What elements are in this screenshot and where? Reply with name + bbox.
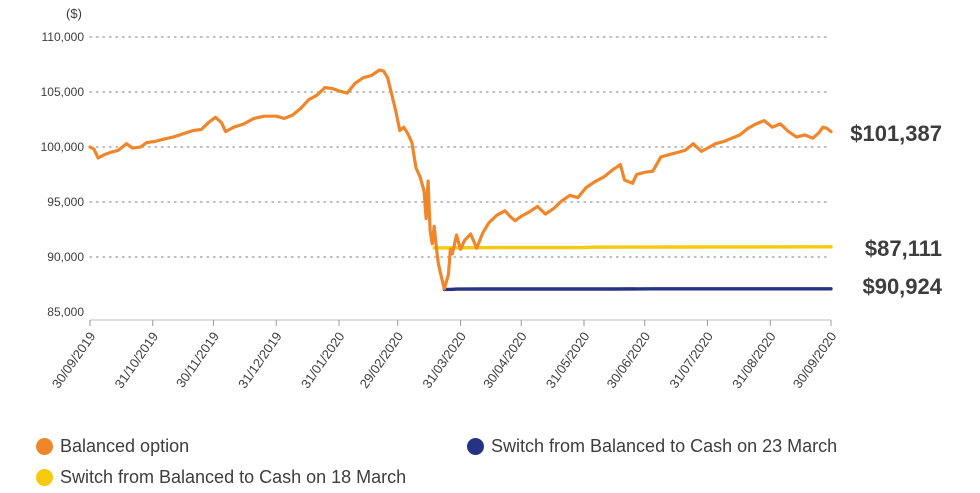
x-tick-label: 31/03/2020 (419, 329, 469, 391)
y-tick-label: 95,000 (47, 195, 84, 209)
x-tick-label: 31/01/2020 (298, 329, 348, 391)
legend-item-cash-23-march: Switch from Balanced to Cash on 23 March (467, 436, 837, 457)
x-tick-label: 30/09/2019 (49, 329, 99, 391)
legend-swatch-navy (467, 438, 484, 455)
x-axis-ticks: 30/09/2019 31/10/2019 30/11/2019 31/12/2019… (49, 320, 840, 391)
end-value-labels: $101,387 $87,111 $90,924 (850, 121, 943, 299)
end-value-label-0: $101,387 (850, 121, 942, 146)
x-tick-label: 30/09/2020 (790, 329, 840, 391)
legend-item-cash-18-march: Switch from Balanced to Cash on 18 March (36, 467, 406, 488)
line-chart: ($) 110,000 105,000 100,000 95,000 90,000 85,… (41, 6, 943, 391)
x-tick-label: 30/06/2020 (604, 329, 654, 391)
x-tick-label: 31/10/2019 (112, 329, 162, 391)
end-value-label-2: $90,924 (862, 274, 942, 299)
y-axis-ticks: 110,000 105,000 100,000 95,000 90,000 85,000 (41, 30, 85, 319)
series-line-1 (442, 287, 833, 292)
y-tick-label: 100,000 (41, 140, 85, 154)
series-lines (88, 68, 833, 292)
y-tick-label: 105,000 (41, 85, 85, 99)
x-tick-label: 31/12/2019 (235, 329, 285, 391)
x-tick-label: 31/08/2020 (729, 329, 779, 391)
x-tick-label: 31/05/2020 (543, 329, 593, 391)
x-tick-label: 30/11/2019 (173, 329, 222, 390)
legend-label: Switch from Balanced to Cash on 23 March (491, 436, 838, 456)
legend-item-balanced: Balanced option (36, 436, 189, 457)
legend-label: Switch from Balanced to Cash on 18 March (60, 467, 407, 487)
series-line-2 (432, 245, 833, 250)
legend-swatch-orange (36, 438, 53, 455)
end-value-label-1: $87,111 (865, 236, 942, 261)
y-tick-label: 85,000 (47, 305, 84, 319)
gridlines (89, 36, 832, 258)
x-tick-label: 29/02/2020 (357, 329, 407, 391)
y-tick-label: 90,000 (47, 250, 84, 264)
legend-label: Balanced option (60, 436, 190, 456)
legend-swatch-yellow (36, 469, 53, 486)
y-tick-label: 110,000 (42, 30, 85, 44)
x-tick-label: 31/07/2020 (666, 329, 716, 391)
series-line-0 (88, 68, 833, 291)
y-axis-label: ($) (66, 6, 82, 21)
x-tick-label: 30/04/2020 (480, 329, 530, 391)
